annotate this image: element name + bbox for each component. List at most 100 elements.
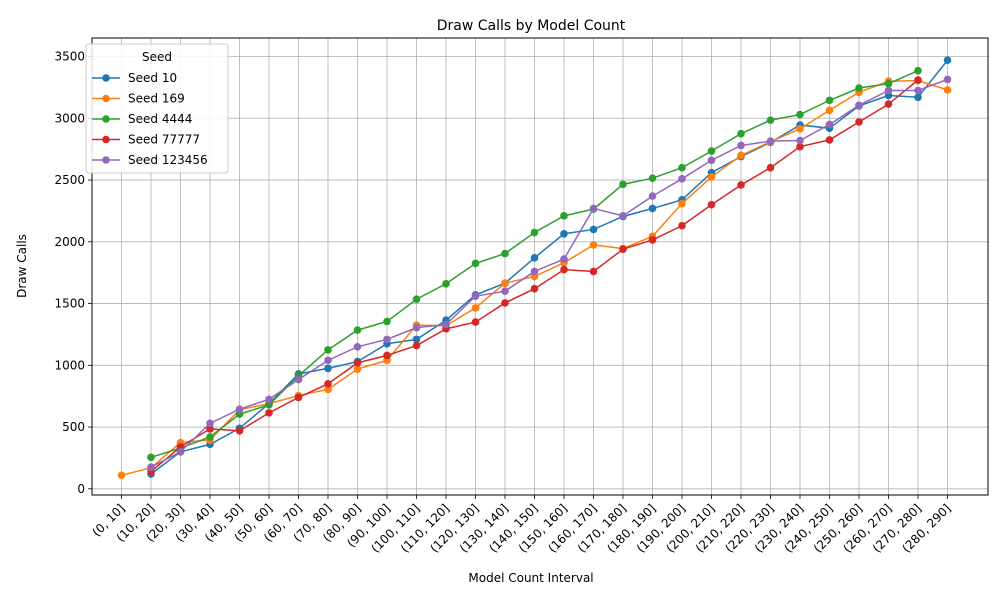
legend-box xyxy=(85,43,229,174)
data-point xyxy=(206,433,214,441)
plot-frame xyxy=(91,37,989,496)
y-axis-label: Draw Calls xyxy=(15,234,29,298)
data-point xyxy=(412,341,421,350)
data-point xyxy=(737,181,745,189)
y-tick-label: 2000 xyxy=(54,235,85,249)
y-tick-label: 2500 xyxy=(54,173,85,187)
data-point xyxy=(530,267,539,276)
data-point xyxy=(589,241,598,249)
data-point xyxy=(501,249,509,258)
data-point xyxy=(324,385,332,394)
y-axis-ticks: 0 500 1000 1500 2000 2500 3000 3500 xyxy=(54,50,92,496)
data-point xyxy=(855,118,863,126)
data-point xyxy=(825,136,834,144)
legend-marker xyxy=(102,74,110,82)
data-point xyxy=(147,453,155,462)
data-point xyxy=(914,66,922,75)
data-point xyxy=(353,365,362,373)
data-point xyxy=(442,320,450,329)
data-point xyxy=(471,318,480,326)
data-point xyxy=(265,401,273,409)
data-point xyxy=(442,279,450,288)
series-seed-77777 xyxy=(147,76,922,476)
data-point xyxy=(796,136,804,145)
data-point xyxy=(353,359,362,367)
data-point xyxy=(619,245,627,254)
legend-label: Seed 77777 xyxy=(128,133,200,147)
data-point xyxy=(471,304,480,312)
data-point xyxy=(884,86,893,95)
series-seed-123456 xyxy=(147,75,952,472)
data-point xyxy=(294,393,303,402)
data-point xyxy=(648,192,657,200)
data-point xyxy=(324,356,332,365)
legend-label: Seed 169 xyxy=(128,92,185,106)
data-point xyxy=(176,447,185,456)
data-point xyxy=(324,380,332,388)
data-point xyxy=(353,326,362,334)
data-point xyxy=(707,173,716,181)
data-point xyxy=(648,204,657,213)
data-point xyxy=(678,175,686,183)
data-point xyxy=(471,292,480,300)
data-point xyxy=(678,163,686,172)
data-point xyxy=(147,463,155,472)
data-point xyxy=(855,101,863,110)
legend: Seed Seed 10 Seed 169 Seed 4444 Seed 77777 S… xyxy=(85,43,229,174)
legend-label: Seed 4444 xyxy=(128,112,192,126)
data-point xyxy=(943,75,952,84)
legend-label: Seed 10 xyxy=(128,71,177,85)
data-point xyxy=(383,351,391,360)
data-point xyxy=(206,425,214,433)
legend-marker xyxy=(102,115,110,123)
data-point xyxy=(707,200,716,209)
data-point xyxy=(471,259,480,268)
y-tick-label: 1000 xyxy=(54,358,85,372)
data-point xyxy=(206,419,214,428)
data-point xyxy=(914,93,922,102)
data-point xyxy=(678,199,686,208)
data-point xyxy=(560,229,568,238)
data-point xyxy=(825,96,834,105)
data-point xyxy=(619,212,627,220)
data-point xyxy=(648,236,657,244)
data-point xyxy=(589,204,598,213)
data-point xyxy=(265,395,273,404)
y-tick-label: 0 xyxy=(77,482,85,496)
data-point xyxy=(501,287,509,296)
data-point xyxy=(530,254,539,262)
data-point xyxy=(383,317,391,326)
data-point xyxy=(235,405,244,413)
legend-title: Seed xyxy=(142,50,172,64)
legend-marker xyxy=(102,135,110,144)
data-point xyxy=(383,335,391,344)
data-point xyxy=(560,265,568,274)
data-point xyxy=(766,137,775,145)
legend-marker xyxy=(102,156,110,164)
data-point xyxy=(117,471,126,480)
data-point xyxy=(265,409,273,417)
data-point xyxy=(235,426,244,435)
data-point xyxy=(412,295,421,304)
data-point xyxy=(412,335,421,344)
data-point xyxy=(914,86,922,95)
series-lines xyxy=(117,56,952,480)
data-point xyxy=(589,225,598,234)
data-point xyxy=(884,100,893,108)
data-point xyxy=(530,228,539,237)
data-point xyxy=(619,180,627,189)
y-tick-label: 1500 xyxy=(54,297,85,311)
data-point xyxy=(766,163,775,172)
chart-title: Draw Calls by Model Count xyxy=(437,18,626,34)
y-tick-label: 3000 xyxy=(54,111,85,125)
data-point xyxy=(855,84,863,92)
y-tick-label: 500 xyxy=(62,420,85,434)
data-point xyxy=(825,106,834,115)
data-point xyxy=(648,174,657,182)
data-point xyxy=(884,79,893,88)
data-point xyxy=(560,212,568,220)
data-point xyxy=(943,86,952,94)
data-point xyxy=(501,299,509,307)
data-point xyxy=(796,124,804,133)
data-point xyxy=(766,116,775,124)
